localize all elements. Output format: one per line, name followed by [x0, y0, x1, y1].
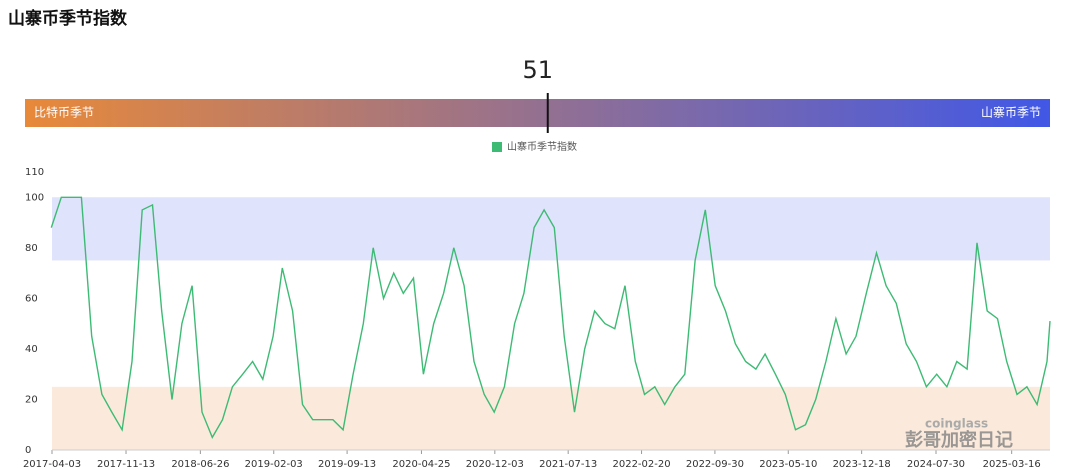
legend-swatch — [492, 142, 502, 152]
y-tick-label: 110 — [25, 167, 44, 178]
x-tick-label: 2024-07-30 — [907, 459, 965, 469]
line-series — [50, 196, 1051, 439]
x-tick-label: 2019-09-13 — [318, 459, 376, 469]
y-tick-label: 60 — [25, 293, 38, 304]
y-tick-label: 100 — [25, 192, 44, 203]
gauge-left-label: 比特币季节 — [34, 105, 94, 120]
x-tick-label: 2018-06-26 — [171, 459, 229, 469]
watermark: coinglass — [925, 417, 988, 431]
x-tick-label: 2025-03-16 — [983, 459, 1041, 469]
gauge-right-label: 山寨币季节 — [981, 105, 1041, 120]
y-tick-label: 80 — [25, 243, 38, 254]
x-tick-label: 2019-02-03 — [245, 459, 303, 469]
x-tick-label: 2017-11-13 — [97, 459, 155, 469]
x-tick-label: 2023-05-10 — [759, 459, 817, 469]
x-tick-label: 2017-04-03 — [23, 459, 81, 469]
band — [52, 386, 1050, 450]
chart-title: 山寨币季节指数 — [8, 8, 128, 29]
x-tick-label: 2022-02-20 — [612, 459, 670, 469]
y-tick-label: 40 — [25, 344, 38, 355]
gauge-value: 51 — [522, 56, 553, 84]
x-tick-label: 2020-04-25 — [392, 459, 450, 469]
band — [52, 197, 1050, 261]
x-tick-label: 2021-07-13 — [539, 459, 597, 469]
gauge-bar — [25, 99, 1050, 127]
watermark: 彭哥加密日记 — [905, 429, 1013, 451]
legend-label: 山寨币季节指数 — [507, 140, 577, 153]
x-tick-label: 2022-09-30 — [686, 459, 744, 469]
y-tick-label: 20 — [25, 394, 38, 405]
y-tick-label: 0 — [25, 445, 31, 456]
x-tick-label: 2020-12-03 — [466, 459, 524, 469]
x-tick-label: 2023-12-18 — [833, 459, 891, 469]
